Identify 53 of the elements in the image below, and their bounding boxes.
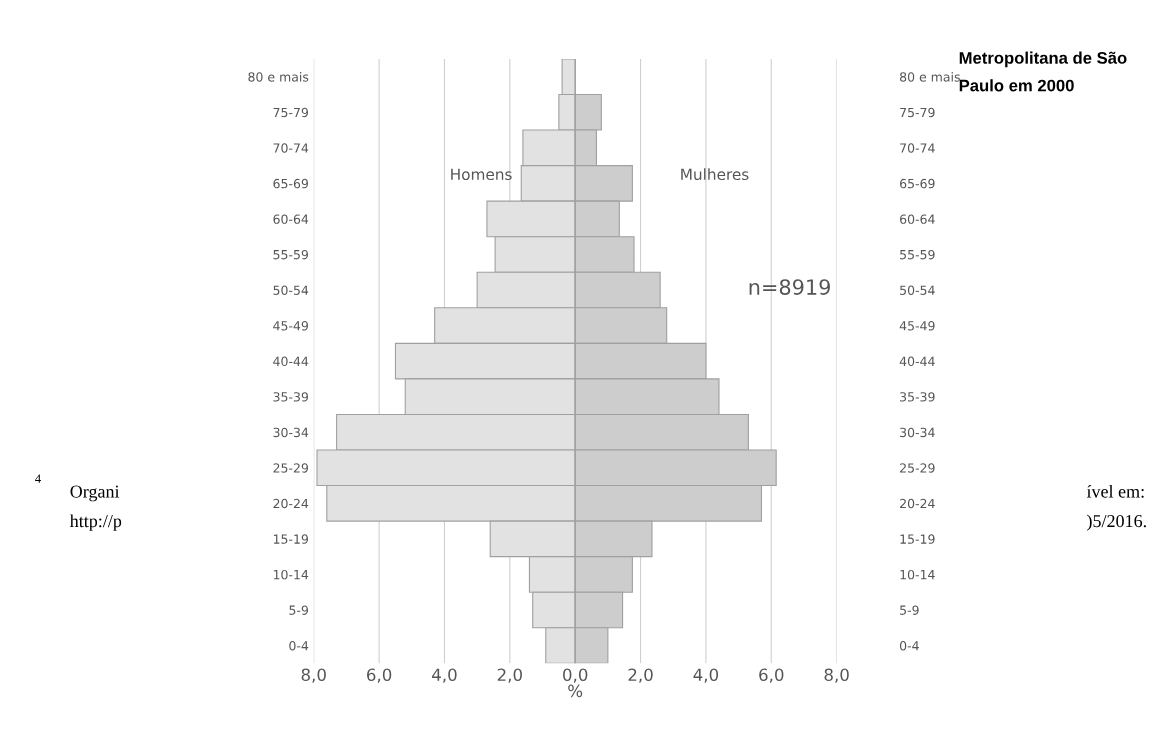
text: http://p bbox=[69, 514, 122, 531]
y-tick-label: 55-59 bbox=[273, 249, 308, 260]
category-label: 40-44 bbox=[899, 356, 935, 367]
x-tick-label: 8,0 bbox=[824, 668, 849, 683]
annotation: n=8919 bbox=[749, 279, 830, 295]
y-tick-label: 75-79 bbox=[273, 107, 308, 118]
category-label: 20-24 bbox=[900, 498, 935, 509]
category-label: 80 e mais bbox=[899, 71, 960, 82]
category-label: 60-64 bbox=[900, 214, 935, 224]
y-tick-label: 65-69 bbox=[273, 178, 308, 189]
y-tick-label: 60-64 bbox=[273, 214, 309, 224]
y-tick-label: 15-19 bbox=[273, 534, 308, 544]
category-label: 75-79 bbox=[900, 107, 935, 118]
category-label: 15-19 bbox=[900, 534, 935, 544]
category-label: 5-9 bbox=[900, 605, 919, 615]
x-tick-label: 4,0 bbox=[432, 668, 457, 683]
x-axis-title: % bbox=[568, 684, 583, 698]
y-tick-label: 45-49 bbox=[273, 321, 308, 331]
x-tick-label: 6,0 bbox=[367, 668, 392, 683]
x-tick-label: 6,0 bbox=[759, 668, 784, 683]
y-tick-label: 5-9 bbox=[289, 605, 308, 615]
category-label: 10-14 bbox=[900, 569, 935, 580]
text: 4 bbox=[35, 474, 41, 483]
category-label: 70-74 bbox=[900, 143, 935, 153]
x-tick-label: 2,0 bbox=[628, 668, 653, 683]
category-label: 35-39 bbox=[900, 392, 935, 402]
category-label: 0-4 bbox=[899, 641, 919, 651]
y-tick-label: 40-44 bbox=[273, 356, 309, 367]
text: Metropolitana de São Paulo em 2000 bbox=[959, 51, 1127, 92]
text: )5/2016. bbox=[1087, 514, 1146, 531]
annotation: Mulheres bbox=[681, 168, 749, 181]
category-label: 50-54 bbox=[900, 285, 935, 295]
y-tick-label: 70-74 bbox=[273, 143, 309, 153]
x-tick-label: 8,0 bbox=[301, 668, 326, 683]
text: ível em: bbox=[1086, 484, 1144, 498]
category-label: 45-49 bbox=[899, 321, 935, 331]
y-tick-label: 20-24 bbox=[273, 498, 309, 509]
category-label: 55-59 bbox=[900, 249, 935, 260]
y-tick-label: 10-14 bbox=[273, 569, 309, 580]
y-tick-label: 35-39 bbox=[273, 392, 308, 402]
y-tick-label: 50-54 bbox=[273, 285, 309, 295]
y-tick-label: 25-29 bbox=[273, 463, 308, 473]
y-tick-label: 30-34 bbox=[273, 427, 309, 438]
x-tick-label: 0,0 bbox=[563, 668, 588, 683]
category-label: 25-29 bbox=[900, 463, 935, 473]
x-tick-label: 4,0 bbox=[693, 668, 719, 683]
text: Organi bbox=[70, 485, 120, 502]
annotation: Homens bbox=[451, 168, 512, 181]
category-label: 30-34 bbox=[900, 427, 935, 438]
x-tick-label: 2,0 bbox=[497, 668, 522, 683]
category-label: 65-69 bbox=[900, 178, 935, 189]
y-tick-label: 0-4 bbox=[289, 641, 309, 651]
y-tick-label: 80 e mais bbox=[248, 71, 309, 82]
